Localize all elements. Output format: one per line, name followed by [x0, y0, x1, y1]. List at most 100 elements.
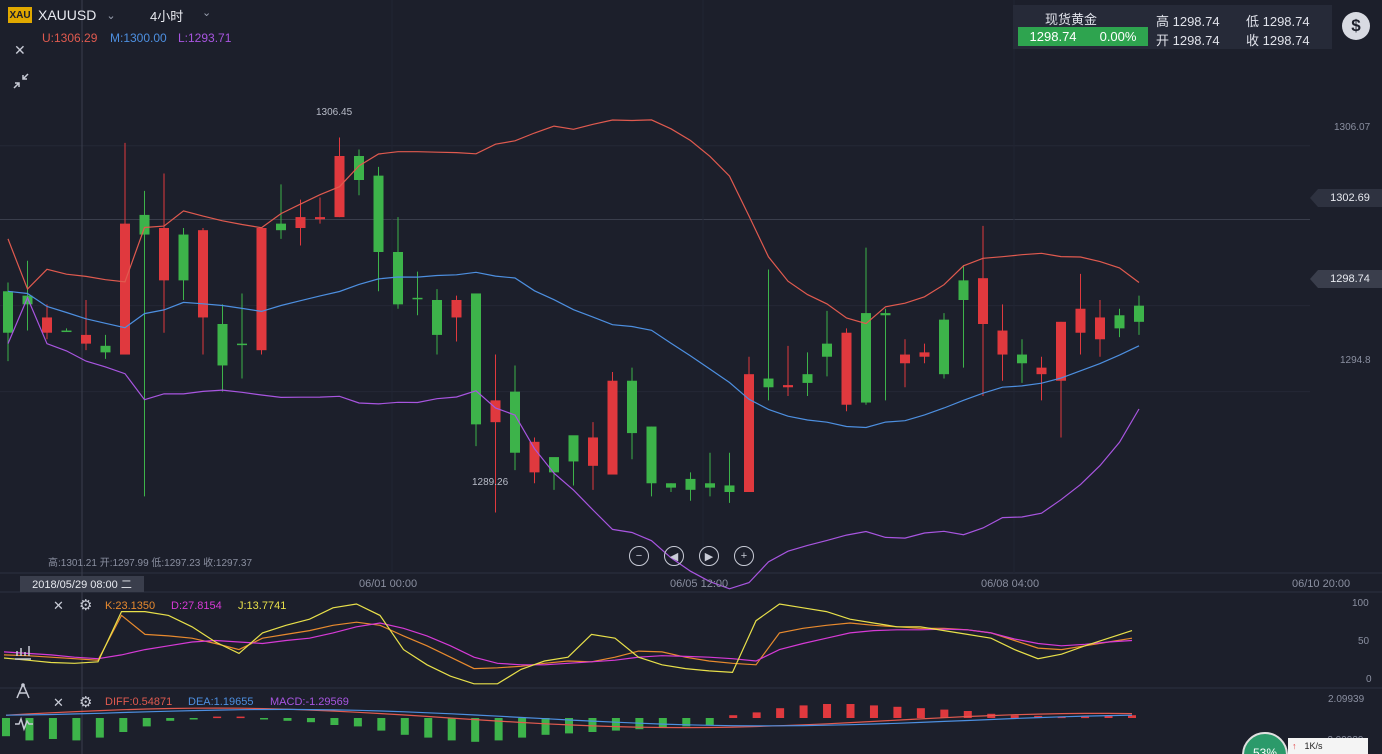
kdj-j-label: J:13.7741 — [238, 600, 287, 612]
min-price-annotation: 1289.26 — [472, 477, 509, 488]
macd-histogram-bar — [940, 709, 949, 718]
macd-histogram-bar — [447, 718, 456, 741]
candle-body — [724, 485, 735, 492]
candle-body — [451, 300, 462, 318]
macd-histogram-bar — [518, 718, 527, 738]
boll-upper-line — [7, 119, 1140, 325]
time-tick: 06/08 04:00 — [981, 578, 1040, 590]
quote-high: 高 1298.74 — [1156, 14, 1220, 29]
chevron-down-icon: ⌄ — [106, 9, 116, 22]
candle-body — [139, 214, 150, 235]
macd-histogram-bar — [306, 718, 315, 723]
macd-dea-label: DEA:1.19655 — [188, 696, 254, 708]
candle-body — [841, 332, 852, 405]
candle-body — [997, 330, 1008, 355]
symbol-selector[interactable]: XAU XAUUSD ⌄ — [8, 6, 116, 24]
macd-histogram-bar — [72, 718, 81, 741]
candle-body — [763, 378, 774, 388]
zoom-in-button[interactable]: + — [734, 546, 754, 566]
jump-end-button[interactable]: ▶ — [699, 546, 719, 566]
candle-body — [412, 297, 423, 300]
price-tick: 1306.07 — [1334, 122, 1371, 133]
waveform-icon[interactable] — [14, 716, 34, 735]
time-tick: 06/10 20:00 — [1292, 578, 1351, 590]
zoom-out-button[interactable]: − — [629, 546, 649, 566]
network-speed-box: ↑ 1K/s — [1288, 738, 1368, 754]
close-indicator-icon[interactable]: ✕ — [53, 598, 64, 613]
macd-value-label: MACD:-1.29569 — [270, 696, 349, 708]
macd-histogram-bar — [494, 718, 503, 741]
candle-body — [900, 354, 910, 364]
candle-body — [120, 223, 130, 355]
crosshair-price: 1302.69 — [1330, 192, 1370, 204]
candle-body — [393, 252, 403, 305]
candle-body — [939, 319, 949, 375]
macd-histogram-bar — [377, 718, 386, 731]
macd-histogram-bar — [799, 705, 808, 718]
quote-open: 开 1298.74 — [1156, 33, 1220, 48]
candle-body — [354, 156, 364, 180]
settings-gear-icon[interactable]: ⚙ — [79, 694, 93, 711]
candle-body — [42, 317, 52, 333]
macd-dea-line — [5, 708, 1133, 727]
macd-histogram-bar — [1128, 715, 1136, 718]
macd-histogram-bar — [353, 718, 362, 727]
macd-histogram-bar — [729, 715, 738, 718]
candle-body — [1134, 305, 1144, 322]
chevron-down-icon[interactable]: ⌄ — [202, 7, 212, 19]
kdj-axis-tick: 0 — [1366, 674, 1372, 685]
indicator-chart-icon[interactable] — [14, 644, 32, 663]
xau-logo: XAU — [8, 7, 32, 23]
candle-body — [471, 293, 481, 425]
last-price: 1298.74 — [1330, 273, 1370, 285]
candle-body — [510, 391, 520, 453]
candle-body — [3, 291, 13, 333]
candle-body — [159, 228, 169, 281]
candle-body — [978, 278, 988, 324]
jump-start-button[interactable]: ◀ — [664, 546, 684, 566]
settings-gear-icon[interactable]: ⚙ — [79, 597, 93, 614]
dollar-icon[interactable]: $ — [1342, 12, 1370, 40]
drawing-tool-icon[interactable] — [14, 682, 32, 703]
macd-histogram-bar — [682, 718, 691, 727]
candle-body — [646, 426, 657, 484]
candle-body — [373, 175, 384, 252]
candle-body — [568, 435, 579, 462]
macd-histogram-bar — [25, 718, 34, 741]
candle-body — [315, 217, 325, 220]
boll-upper-label: U:1306.29 — [42, 31, 98, 45]
time-tick: 06/01 00:00 — [359, 578, 418, 590]
macd-histogram-bar — [916, 708, 925, 718]
macd-histogram-bar — [236, 716, 245, 719]
candle-body — [178, 234, 189, 281]
candle-body — [919, 352, 930, 357]
macd-histogram-bar — [330, 718, 339, 725]
collapse-icon[interactable] — [12, 72, 30, 93]
candle-body — [627, 380, 637, 434]
candle-body — [1114, 315, 1125, 329]
kdj-axis-tick: 50 — [1358, 636, 1370, 647]
candle-body — [256, 228, 267, 351]
close-icon[interactable]: ✕ — [14, 42, 26, 58]
macd-histogram-bar — [189, 718, 198, 720]
candle-body — [490, 400, 501, 423]
candle-body — [100, 345, 111, 353]
period-label[interactable]: 4小时 — [150, 9, 184, 24]
candle-body — [22, 295, 33, 305]
candle-body — [1075, 308, 1086, 333]
macd-histogram-bar — [823, 704, 832, 718]
macd-histogram-bar — [2, 718, 10, 737]
candle-body — [1017, 354, 1027, 364]
macd-histogram-bar — [142, 718, 151, 727]
macd-histogram-bar — [471, 718, 480, 742]
boll-lower-label: L:1293.71 — [178, 31, 232, 45]
candle-body — [295, 217, 306, 228]
macd-histogram-bar — [658, 718, 667, 728]
macd-histogram-bar — [400, 718, 409, 735]
kdj-d-line — [3, 622, 1133, 666]
close-indicator-icon[interactable]: ✕ — [53, 695, 64, 710]
kdj-k-label: K:23.1350 — [105, 600, 156, 612]
time-tick: 06/05 12:00 — [670, 578, 729, 590]
